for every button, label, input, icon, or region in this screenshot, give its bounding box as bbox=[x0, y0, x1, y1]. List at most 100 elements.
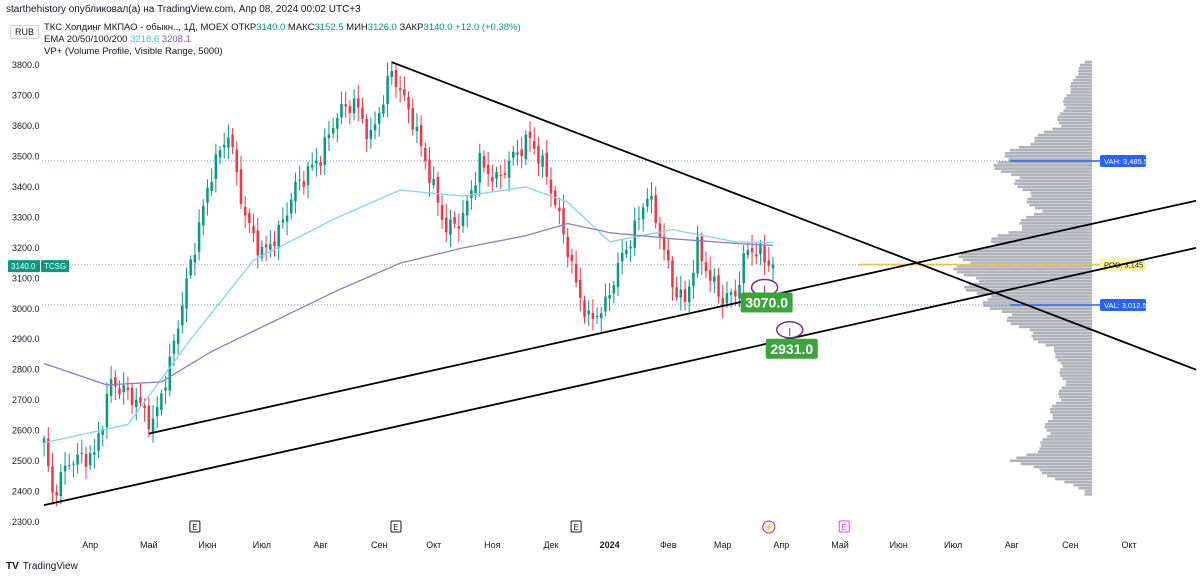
candle-body bbox=[134, 399, 138, 408]
volume-profile-bar bbox=[1001, 310, 1092, 313]
ema-label[interactable]: EMA 20/50/100/200 bbox=[44, 34, 128, 45]
candle-body bbox=[620, 252, 624, 262]
volume-profile-bar bbox=[1059, 374, 1092, 377]
open-value: 3140.0 bbox=[256, 22, 286, 33]
candle-body bbox=[432, 179, 435, 186]
symbol-legend[interactable]: ТКС Холдинг МКПАО - обыкн.., 1Д, MOEX ОТ… bbox=[44, 22, 521, 33]
candle-body bbox=[738, 284, 741, 299]
footer-brand[interactable]: TV TradingView bbox=[6, 561, 78, 572]
candle-body bbox=[595, 316, 599, 318]
ema-legend[interactable]: EMA 20/50/100/200 3218.6 3208.1 bbox=[44, 34, 191, 45]
currency-label[interactable]: RUB bbox=[10, 25, 40, 39]
y-tick-label: 3300.0 bbox=[12, 212, 40, 222]
volume-profile-bar bbox=[1054, 349, 1092, 353]
y-tick-label: 3600.0 bbox=[12, 121, 40, 131]
candle-body bbox=[155, 407, 159, 417]
target-label: 2931.0 bbox=[770, 341, 813, 357]
volume-profile-bar bbox=[956, 264, 1092, 268]
volume-profile-bar bbox=[1044, 426, 1092, 429]
volume-profile-bar bbox=[1064, 480, 1092, 484]
candle-body bbox=[369, 129, 373, 139]
candle-body bbox=[486, 164, 490, 175]
candle-body bbox=[382, 104, 385, 114]
candle-body bbox=[67, 465, 71, 467]
candle-body bbox=[453, 216, 456, 224]
volume-profile-bar bbox=[1052, 127, 1092, 131]
candle-body bbox=[591, 313, 595, 319]
volume-profile-bar bbox=[1021, 228, 1092, 231]
candle-body bbox=[717, 275, 720, 297]
volume-profile-bar bbox=[1016, 456, 1092, 460]
candle-body bbox=[361, 107, 364, 119]
candle-body bbox=[474, 185, 477, 193]
candle-body bbox=[285, 215, 289, 222]
candle-body bbox=[507, 160, 511, 178]
candle-body bbox=[336, 117, 339, 129]
volume-profile-bar bbox=[1060, 368, 1092, 371]
y-tick-label: 2500.0 bbox=[12, 456, 40, 466]
candle-body bbox=[687, 286, 691, 303]
candle-body bbox=[650, 195, 653, 200]
ema-fast-line bbox=[43, 186, 773, 444]
candle-body bbox=[51, 466, 54, 493]
candle-body bbox=[151, 418, 155, 432]
volume-profile-bar bbox=[1050, 407, 1092, 411]
candle-body bbox=[729, 292, 733, 295]
candle-body bbox=[227, 137, 230, 148]
volume-profile-bar bbox=[1038, 450, 1092, 454]
volume-profile-bar bbox=[1039, 447, 1092, 450]
earnings-marker-icon bbox=[838, 520, 850, 533]
y-tick-label: 2900.0 bbox=[12, 334, 40, 344]
candle-body bbox=[641, 207, 645, 220]
candle-body bbox=[667, 249, 670, 261]
volume-profile-bar bbox=[1009, 148, 1092, 152]
volume-profile-bar bbox=[1052, 416, 1092, 420]
candle-body bbox=[675, 287, 678, 298]
candle-body bbox=[231, 134, 234, 148]
candle-body bbox=[637, 218, 641, 220]
earnings-marker-label: E bbox=[842, 523, 847, 532]
volume-profile-bar bbox=[1044, 130, 1092, 134]
low-label: МИН bbox=[346, 22, 368, 33]
volume-profile-bar bbox=[991, 295, 1092, 298]
candle-body bbox=[277, 224, 280, 248]
symbol-title[interactable]: ТКС Холдинг МКПАО - обыкн.., 1Д, MOEX bbox=[44, 22, 229, 33]
tradingview-logo-icon: TV bbox=[6, 561, 19, 572]
volume-profile-bar bbox=[1047, 419, 1092, 423]
vp-legend[interactable]: VP+ (Volume Profile, Visible Range, 5000… bbox=[44, 46, 223, 57]
volume-profile-bar bbox=[1078, 486, 1092, 490]
candle-body bbox=[243, 206, 247, 216]
publisher-line: starthehistory опубликовал(а) на Trading… bbox=[6, 4, 361, 15]
candle-body bbox=[411, 107, 414, 130]
volume-profile-bar bbox=[1047, 474, 1092, 478]
volume-profile-bar bbox=[993, 164, 1092, 167]
change-value: +12.0 (+0.38%) bbox=[455, 22, 521, 33]
volume-profile-bar bbox=[1050, 432, 1092, 435]
candle-body bbox=[47, 438, 50, 467]
candle-body bbox=[541, 155, 544, 167]
candle-body bbox=[160, 393, 163, 410]
candle-body bbox=[398, 88, 402, 91]
volume-profile-bar bbox=[1063, 109, 1092, 113]
candle-body bbox=[549, 179, 553, 194]
volume-profile-bar bbox=[1019, 145, 1092, 149]
candle-body bbox=[470, 190, 473, 199]
volume-profile-bar bbox=[962, 258, 1092, 262]
candle-body bbox=[612, 285, 616, 294]
candle-body bbox=[172, 340, 176, 354]
volume-profile-bar bbox=[1059, 395, 1092, 399]
volume-profile-bar bbox=[1057, 115, 1092, 119]
candle-body bbox=[742, 253, 745, 284]
candle-body bbox=[725, 293, 729, 304]
vp-level-label: VAH: 3,485.5 bbox=[1104, 157, 1148, 166]
y-tick-label: 3700.0 bbox=[12, 91, 40, 101]
candle-body bbox=[545, 152, 549, 177]
candle-body bbox=[579, 279, 582, 298]
volume-profile-bar bbox=[1010, 322, 1092, 326]
candle-body bbox=[520, 149, 523, 157]
volume-profile-bar bbox=[1019, 176, 1092, 179]
candle-body bbox=[683, 289, 687, 302]
x-tick-label: Авг bbox=[314, 540, 329, 550]
volume-profile-bar bbox=[1062, 377, 1092, 380]
